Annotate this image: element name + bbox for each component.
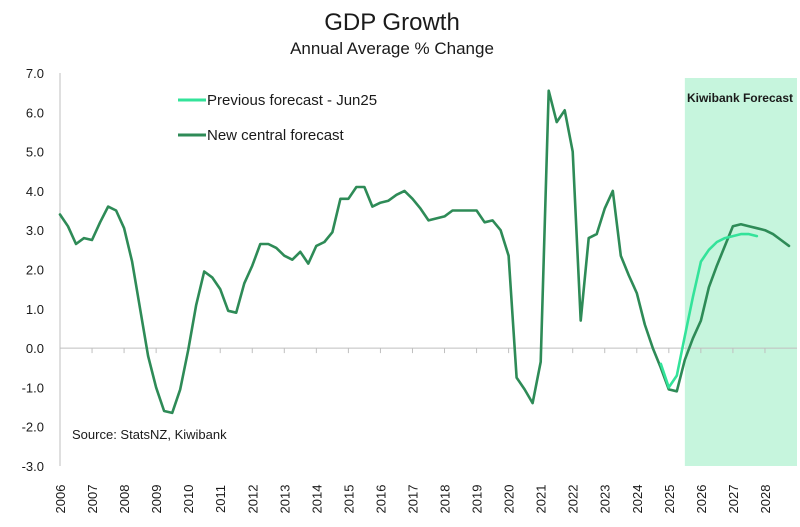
x-tick-label: 2023 <box>598 485 613 514</box>
y-tick-label: -1.0 <box>22 380 44 395</box>
x-tick-label: 2025 <box>662 485 677 514</box>
y-tick-label: 5.0 <box>26 145 44 160</box>
x-tick-label: 2009 <box>149 485 164 514</box>
x-tick-label: 2018 <box>438 485 453 514</box>
x-tick-label: 2015 <box>341 485 356 514</box>
x-tick-label: 2022 <box>566 485 581 514</box>
forecast-region-label: Kiwibank Forecast <box>687 91 793 105</box>
y-tick-label: 7.0 <box>26 66 44 81</box>
chart-subtitle: Annual Average % Change <box>290 39 494 58</box>
x-tick-label: 2017 <box>405 485 420 514</box>
y-tick-label: 2.0 <box>26 263 44 278</box>
x-tick-label: 2019 <box>470 485 485 514</box>
legend-label: New central forecast <box>207 127 345 144</box>
x-tick-label: 2020 <box>502 485 517 514</box>
y-tick-label: 6.0 <box>26 105 44 120</box>
y-tick-label: 4.0 <box>26 184 44 199</box>
x-tick-label: 2027 <box>726 485 741 514</box>
x-tick-label: 2013 <box>277 485 292 514</box>
chart-title: GDP Growth <box>324 9 460 36</box>
forecast-region <box>684 78 797 466</box>
x-tick-label: 2028 <box>758 485 773 514</box>
x-tick-label: 2026 <box>694 485 709 514</box>
x-tick-label: 2014 <box>309 485 324 514</box>
x-tick-label: 2024 <box>630 485 645 514</box>
x-tick-label: 2012 <box>245 485 260 514</box>
y-tick-label: -2.0 <box>22 420 44 435</box>
x-tick-label: 2011 <box>213 485 228 513</box>
source-note: Source: StatsNZ, Kiwibank <box>72 427 227 442</box>
y-tick-label: 0.0 <box>26 341 44 356</box>
x-tick-label: 2007 <box>85 485 100 514</box>
legend-label: Previous forecast - Jun25 <box>207 92 377 109</box>
y-tick-label: 1.0 <box>26 302 44 317</box>
x-tick-label: 2006 <box>53 485 68 514</box>
x-tick-label: 2010 <box>181 485 196 514</box>
y-tick-label: 3.0 <box>26 223 44 238</box>
x-tick-label: 2008 <box>117 485 132 514</box>
x-tick-label: 2016 <box>373 485 388 514</box>
y-tick-label: -3.0 <box>22 459 44 474</box>
series-line-previous-forecast <box>659 232 759 389</box>
x-tick-label: 2021 <box>534 485 549 514</box>
